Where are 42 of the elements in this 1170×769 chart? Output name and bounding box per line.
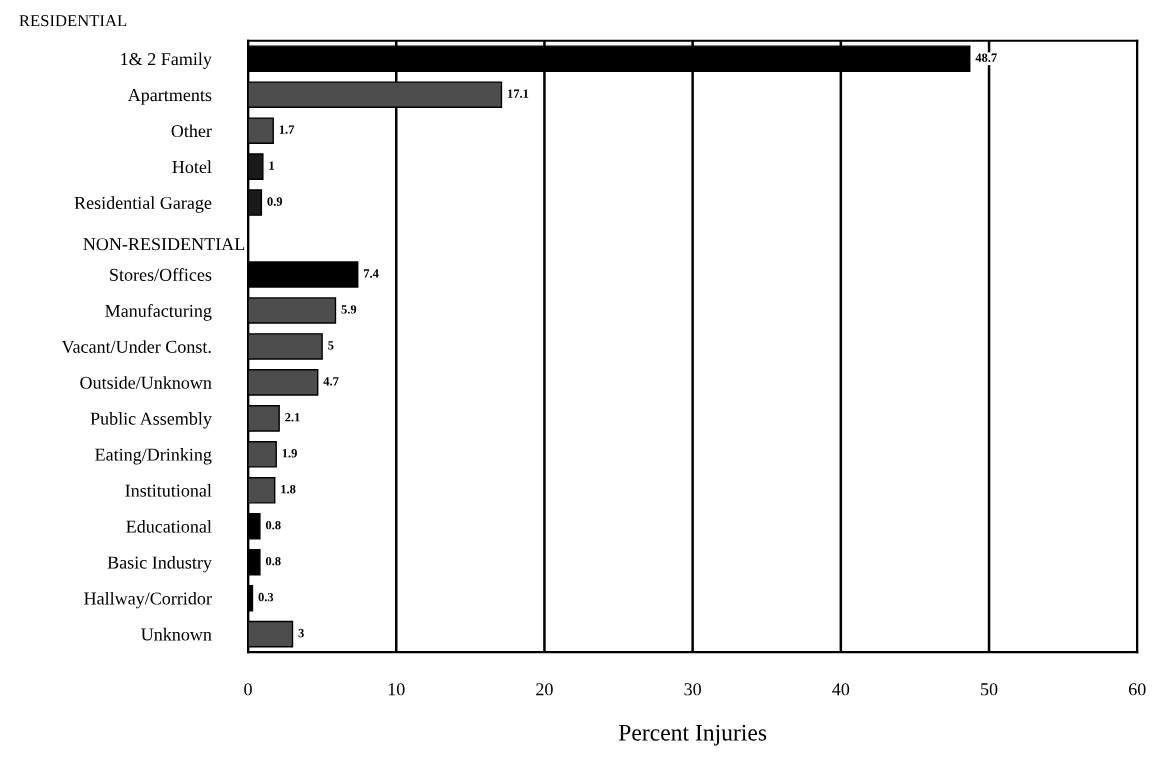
y-tick-label: Vacant/Under Const. xyxy=(61,340,211,353)
data-label: 1 xyxy=(269,161,275,170)
y-tick-label: Manufacturing xyxy=(105,304,212,321)
x-tick-label: 20 xyxy=(536,683,553,696)
data-label: 0.8 xyxy=(265,556,281,566)
data-label: 4.7 xyxy=(323,377,339,386)
x-tick-label: 30 xyxy=(684,683,701,696)
data-label: 5 xyxy=(328,341,334,350)
data-label: 7.4 xyxy=(363,269,379,278)
x-tick-label: 50 xyxy=(981,683,998,696)
y-tick-label: Other xyxy=(171,124,212,138)
y-tick-label: Outside/Unknown xyxy=(80,376,212,389)
y-tick-label: Educational xyxy=(126,519,212,533)
y-tick-label: Stores/Offices xyxy=(110,268,212,281)
data-label: 2.1 xyxy=(285,413,300,422)
y-tick-label: Apartments xyxy=(127,89,212,105)
x-tick-label: 10 xyxy=(388,683,405,696)
y-tick-label: 1& 2 Family xyxy=(121,52,212,69)
data-label: 5.9 xyxy=(341,305,357,314)
data-label: 0.3 xyxy=(258,592,274,602)
y-tick-label: Residential Garage xyxy=(74,196,212,213)
x-tick-label: 60 xyxy=(1128,683,1146,696)
data-label: 3 xyxy=(298,628,304,638)
data-label: 1.8 xyxy=(281,484,296,494)
y-tick-label: Institutional xyxy=(125,484,212,497)
text: NON-RESIDENTIAL xyxy=(83,238,245,251)
data-label: 1.9 xyxy=(282,449,297,458)
x-tick-label: 0 xyxy=(244,683,252,696)
y-tick-label: Eating/Drinking xyxy=(95,448,212,465)
text: RESIDENTIAL xyxy=(19,15,127,27)
data-label: 1.7 xyxy=(279,125,295,134)
data-label: 0.9 xyxy=(267,197,283,206)
x-tick-label: 40 xyxy=(832,683,850,696)
data-label: 0.8 xyxy=(265,520,281,530)
y-tick-label: Basic Industry xyxy=(107,555,212,573)
data-label: 17.1 xyxy=(508,89,529,98)
x-axis-title: Percent Injuries xyxy=(618,724,767,746)
y-tick-label: Public Assembly xyxy=(90,412,212,429)
y-tick-label: Hotel xyxy=(172,160,212,174)
data-label: 48.7 xyxy=(975,53,997,62)
y-tick-label: Unknown xyxy=(141,627,212,641)
y-tick-label: Hallway/Corridor xyxy=(84,591,212,609)
